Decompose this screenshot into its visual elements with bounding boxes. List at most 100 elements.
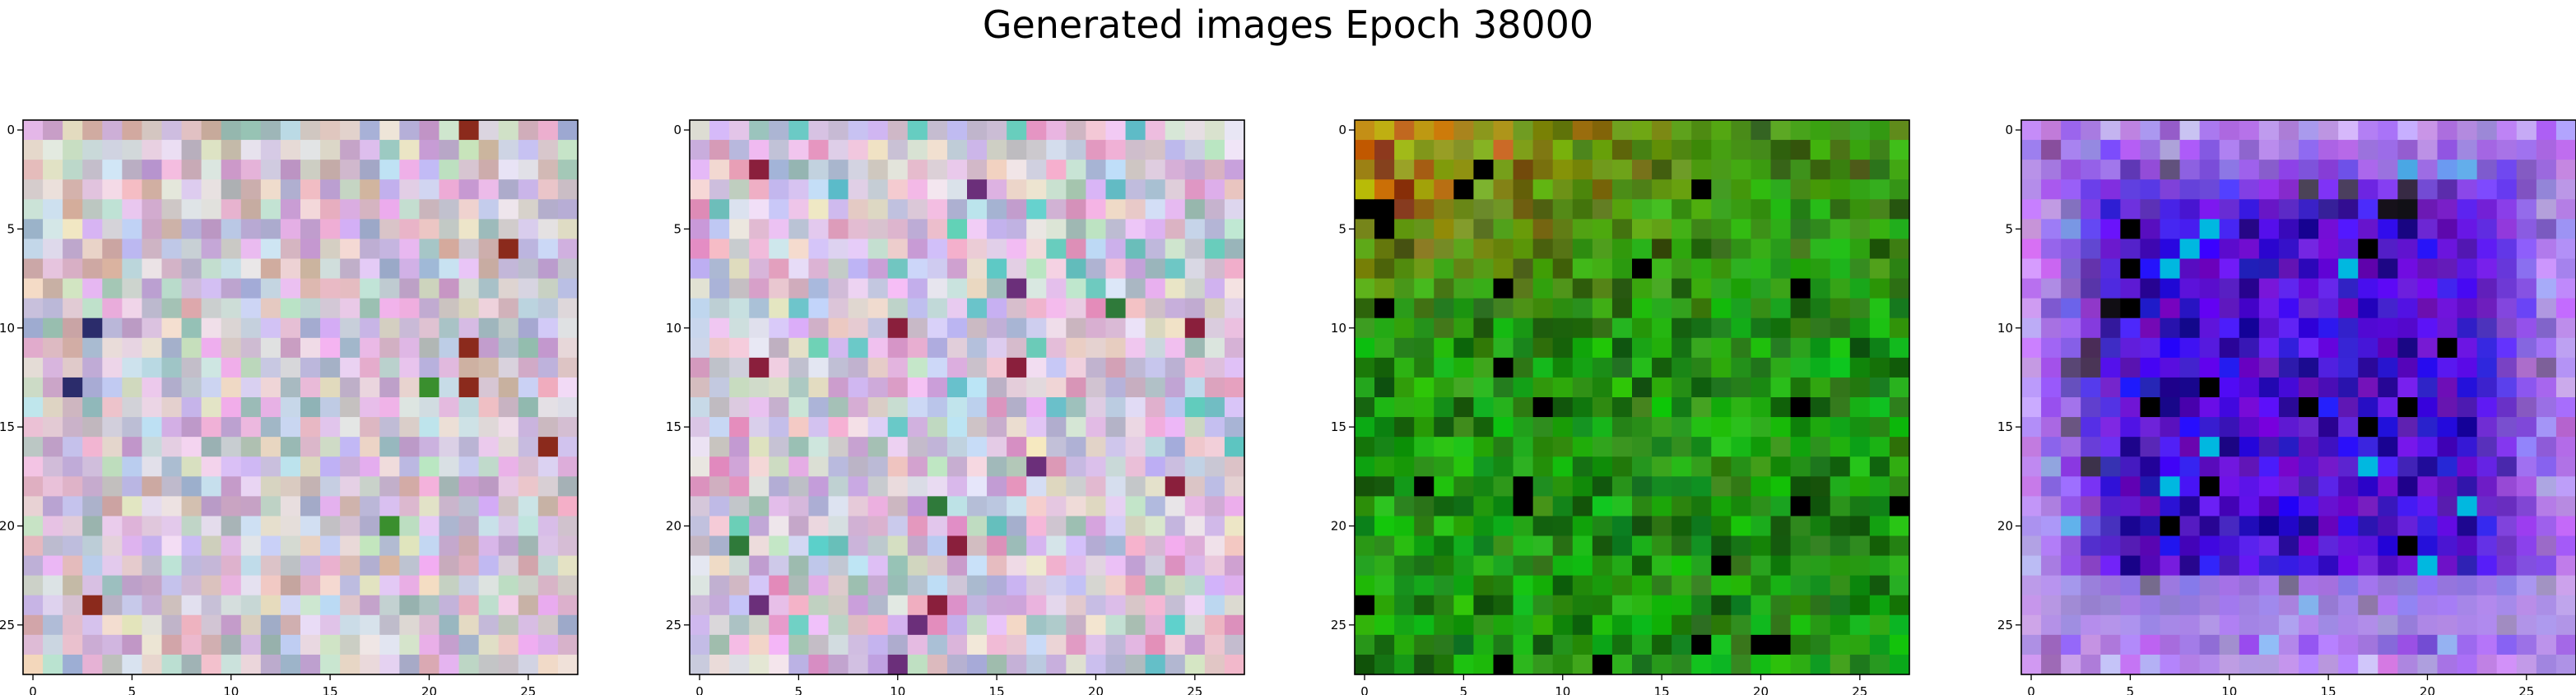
- image-pixel: [1046, 575, 1067, 596]
- image-pixel: [280, 614, 301, 636]
- image-pixel: [867, 595, 889, 616]
- image-pixel: [360, 160, 380, 180]
- image-pixel: [1731, 456, 1752, 477]
- image-pixel: [2021, 377, 2042, 398]
- image-pixel: [1184, 377, 1206, 398]
- image-pixel: [828, 555, 849, 577]
- image-pixel: [181, 654, 202, 675]
- image-pixel: [161, 397, 183, 418]
- image-pixel: [1552, 337, 1574, 359]
- image-pixel: [181, 357, 202, 378]
- image-pixel: [2516, 476, 2537, 497]
- image-pixel: [1473, 535, 1495, 557]
- image-pixel: [1355, 160, 1375, 180]
- image-pixel: [1731, 496, 1752, 517]
- image-pixel: [300, 278, 321, 299]
- image-pixel: [2476, 317, 2498, 339]
- image-pixel: [2239, 239, 2260, 260]
- image-pixel: [2318, 417, 2339, 438]
- image-pixel: [2457, 199, 2478, 220]
- image-pixel: [2219, 239, 2240, 260]
- image-pixel: [927, 140, 948, 160]
- image-pixel: [867, 496, 889, 517]
- image-pixel: [2437, 140, 2458, 160]
- image-pixel: [1453, 199, 1475, 220]
- image-pixel: [1849, 456, 1871, 477]
- image-pixel: [1711, 120, 1732, 141]
- image-pixel: [749, 160, 770, 180]
- image-pixel: [2457, 278, 2478, 299]
- image-pixel: [1394, 278, 1415, 299]
- image-pixel: [1830, 654, 1851, 675]
- image-pixel: [690, 516, 710, 537]
- image-pixel: [320, 377, 341, 398]
- image-pixel: [1770, 278, 1792, 299]
- image-pixel: [1849, 140, 1871, 160]
- image-pixel: [1066, 437, 1087, 457]
- image-pixel: [399, 417, 421, 438]
- image-pixel: [887, 239, 909, 260]
- image-pixel: [260, 337, 281, 359]
- image-pixel: [439, 160, 460, 180]
- image-pixel: [1355, 317, 1375, 339]
- image-pixel: [122, 456, 143, 477]
- image-pixel: [690, 179, 710, 200]
- pixel-grid-1: [23, 120, 579, 675]
- image-pixel: [769, 575, 789, 596]
- image-pixel: [478, 298, 500, 319]
- image-pixel: [2258, 219, 2280, 240]
- image-pixel: [1869, 278, 1890, 299]
- image-pixel: [419, 140, 440, 160]
- image-pixel: [1652, 239, 1672, 260]
- image-pixel: [320, 456, 341, 477]
- image-pixel: [2160, 140, 2181, 160]
- image-pixel: [419, 654, 440, 675]
- image-pixel: [2199, 337, 2220, 359]
- image-pixel: [2437, 634, 2458, 656]
- image-pixel: [2516, 634, 2537, 656]
- image-pixel: [1165, 120, 1186, 141]
- image-pixel: [1414, 140, 1434, 160]
- image-pixel: [1394, 575, 1415, 596]
- image-pixel: [690, 317, 710, 339]
- image-pixel: [1184, 239, 1206, 260]
- image-pixel: [2516, 397, 2537, 418]
- image-pixel: [1592, 476, 1613, 497]
- image-pixel: [142, 219, 163, 240]
- image-pixel: [808, 239, 830, 260]
- image-pixel: [788, 199, 810, 220]
- image-pixel: [2318, 337, 2339, 359]
- image-pixel: [2378, 397, 2398, 418]
- image-pixel: [1374, 317, 1395, 339]
- image-pixel: [1453, 555, 1475, 577]
- image-pixel: [340, 357, 360, 378]
- image-pixel: [1572, 397, 1593, 418]
- image-pixel: [201, 278, 222, 299]
- image-pixel: [987, 397, 1007, 418]
- image-pixel: [1632, 317, 1653, 339]
- image-pixel: [419, 199, 440, 220]
- image-pixel: [1414, 614, 1434, 636]
- image-pixel: [1711, 179, 1732, 200]
- image-pixel: [2457, 614, 2478, 636]
- image-pixel: [1632, 357, 1653, 378]
- image-pixel: [1224, 377, 1245, 398]
- image-pixel: [2199, 417, 2220, 438]
- image-pixel: [1007, 496, 1027, 517]
- image-pixel: [2516, 219, 2537, 240]
- image-pixel: [1224, 160, 1245, 180]
- image-pixel: [1434, 160, 1454, 180]
- image-pixel: [1691, 377, 1712, 398]
- image-pixel: [1830, 258, 1851, 280]
- image-pixel: [2338, 575, 2359, 596]
- image-pixel: [181, 317, 202, 339]
- image-pixel: [1204, 555, 1225, 577]
- image-pixel: [1145, 357, 1166, 378]
- image-pixel: [300, 160, 321, 180]
- image-pixel: [2258, 377, 2280, 398]
- image-pixel: [2476, 496, 2498, 517]
- image-pixel: [1105, 357, 1127, 378]
- image-pixel: [518, 160, 539, 180]
- image-pixel: [690, 555, 710, 577]
- image-pixel: [458, 179, 480, 200]
